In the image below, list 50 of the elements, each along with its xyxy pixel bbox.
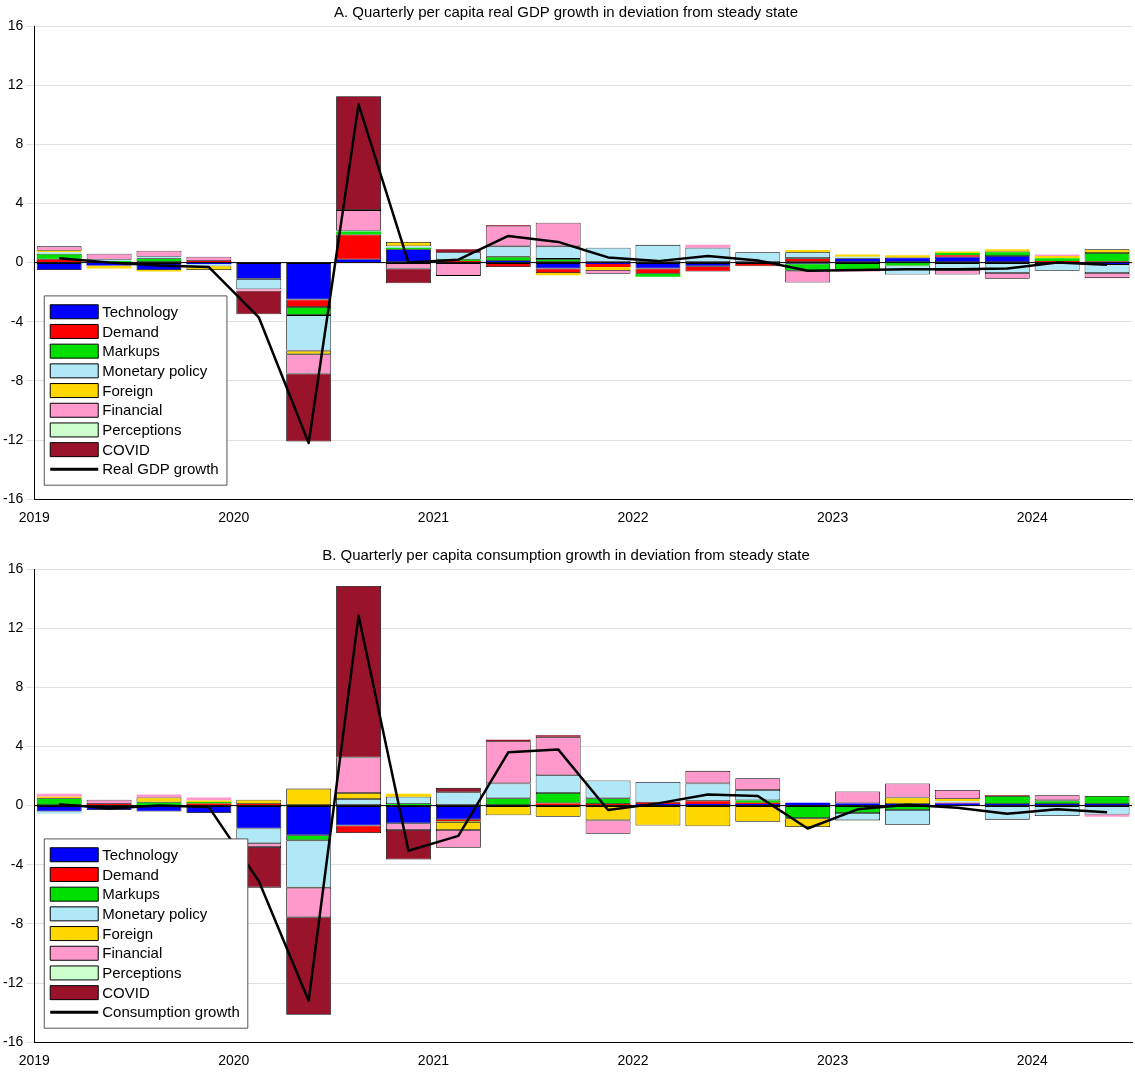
y-tick-label: 16 <box>7 16 24 33</box>
x-tick-label: 2022 <box>617 1052 649 1069</box>
legend-label: Monetary policy <box>102 904 208 922</box>
legend-label: Demand <box>102 322 159 340</box>
y-tick-label: 4 <box>15 194 24 211</box>
x-tick-label: 2023 <box>817 509 849 526</box>
y-tick-label: 16 <box>7 559 24 576</box>
y-tick-label: 8 <box>15 678 24 695</box>
y-tick-label: -16 <box>3 1033 24 1050</box>
y-tick-label: -12 <box>3 973 24 990</box>
x-tick-label: 2020 <box>218 1052 250 1069</box>
legend-label: Markups <box>102 885 160 903</box>
legend-label: Financial <box>102 944 163 962</box>
legend-label: Markups <box>102 342 160 360</box>
legend-label: Real GDP growth <box>102 460 219 478</box>
legend-label: Demand <box>102 865 159 883</box>
y-tick-label: -8 <box>10 371 24 388</box>
legend-label: Technology <box>102 302 179 320</box>
x-tick-label: 2019 <box>18 1052 51 1069</box>
chart-title: A. Quarterly per capita real GDP growth in deviation from steady state <box>333 3 799 21</box>
legend-label: Technology <box>102 845 179 863</box>
y-tick-label: 12 <box>7 76 24 93</box>
y-tick-label: -16 <box>3 490 24 507</box>
y-tick-label: -4 <box>10 855 24 872</box>
y-tick-label: 12 <box>7 619 24 636</box>
legend-label: COVID <box>102 983 150 1001</box>
chart-title: B. Quarterly per capita consumption growth in deviation from steady state <box>322 546 810 564</box>
legend-label: Foreign <box>102 924 154 942</box>
x-tick-label: 2020 <box>218 509 250 526</box>
x-tick-label: 2024 <box>1016 1052 1048 1069</box>
legend-label: COVID <box>102 440 150 458</box>
legend-label: Perceptions <box>102 421 182 439</box>
y-tick-label: 4 <box>15 737 24 754</box>
x-tick-label: 2021 <box>417 509 450 526</box>
legend-label: Perceptions <box>102 964 182 982</box>
x-tick-label: 2024 <box>1016 509 1048 526</box>
legend-label: Consumption growth <box>102 1003 240 1021</box>
x-tick-label: 2021 <box>417 1052 450 1069</box>
x-tick-label: 2022 <box>617 509 649 526</box>
y-tick-label: -8 <box>10 914 24 931</box>
y-tick-label: 8 <box>15 135 24 152</box>
legend-label: Foreign <box>102 381 154 399</box>
y-tick-label: -4 <box>10 312 24 329</box>
y-tick-label: 0 <box>15 796 24 813</box>
x-tick-label: 2019 <box>18 509 51 526</box>
y-tick-label: 0 <box>15 253 24 270</box>
legend-label: Financial <box>102 401 163 419</box>
y-tick-label: -12 <box>3 430 24 447</box>
legend-label: Monetary policy <box>102 361 208 379</box>
x-tick-label: 2023 <box>817 1052 849 1069</box>
